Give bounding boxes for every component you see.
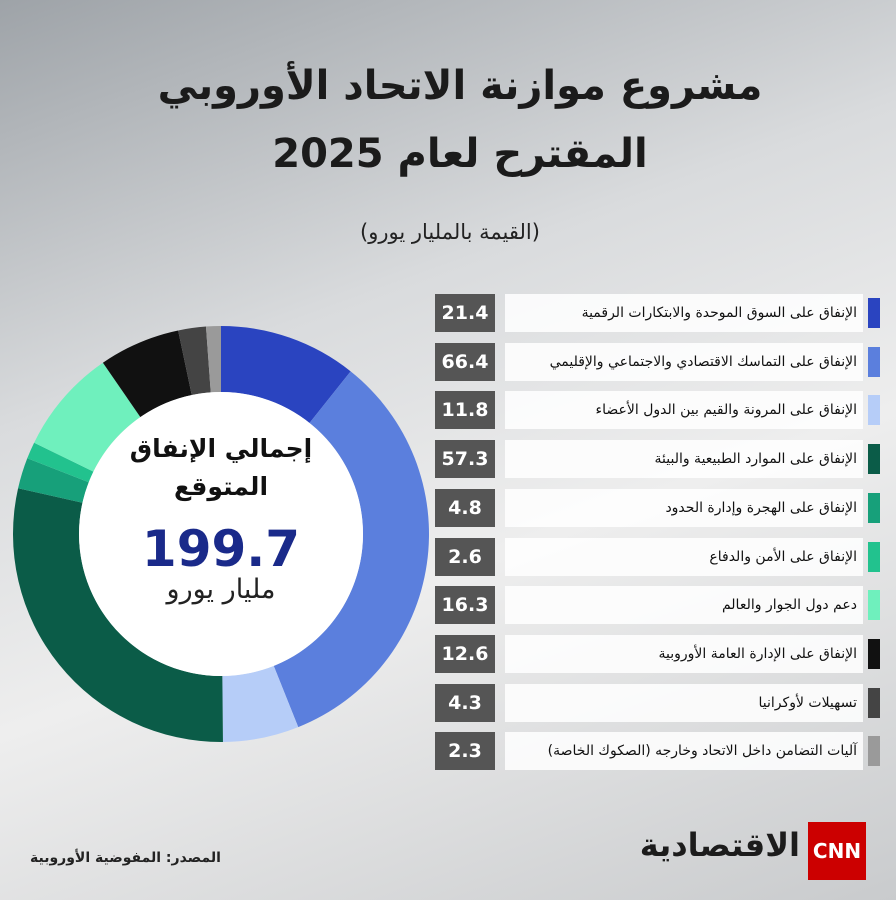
legend-swatch (868, 687, 880, 718)
value-label: 21.4 (435, 294, 495, 332)
category-label: دعم دول الجوار والعالم (505, 586, 863, 625)
legend-swatch (868, 541, 880, 572)
donut-segment (205, 326, 221, 393)
source: المصدر: المفوضية الأوروبية (30, 850, 221, 866)
legend-swatch (868, 492, 880, 523)
value-label: 12.6 (435, 634, 495, 673)
value-label: 57.3 (435, 440, 495, 479)
legend-row: 2.3 آليات التضامن داخل الاتحاد وخارجه (ال… (435, 732, 881, 771)
legend-row: 4.3 تسهيلات لأوكرانيا (435, 683, 881, 722)
legend-row: 2.6 الإنفاق على الأمن والدفاع (435, 537, 881, 576)
donut-segment (34, 362, 141, 472)
value-label: 66.4 (435, 342, 495, 381)
category-label: الإنفاق على الإدارة العامة الأوروبية (505, 634, 863, 673)
legend-swatch (868, 444, 880, 475)
legend-row: 12.6 الإنفاق على الإدارة العامة الأوروبية (435, 634, 881, 673)
value-label: 2.3 (435, 732, 495, 771)
total-unit: مليار يورو (166, 574, 276, 605)
category-label: الإنفاق على التماسك الاقتصادي والاجتماعي… (505, 342, 863, 381)
legend-row: 57.3 الإنفاق على الموارد الطبيعية والبيئة (435, 440, 881, 479)
category-label: الإنفاق على الموارد الطبيعية والبيئة (505, 440, 863, 479)
legend-swatch (868, 638, 880, 669)
legend-row: 4.8 الإنفاق على الهجرة وإدارة الحدود (435, 488, 881, 527)
category-label: الإنفاق على السوق الموحدة والابتكارات ال… (505, 294, 863, 332)
legend-row: 16.3 دعم دول الجوار والعالم (435, 586, 881, 625)
brand-network: CNN (808, 822, 866, 880)
legend-row: 21.4 الإنفاق على السوق الموحدة والابتكارا… (435, 294, 881, 332)
value-label: 4.8 (435, 488, 495, 527)
category-label: الإنفاق على الأمن والدفاع (505, 537, 863, 576)
donut-segment (12, 488, 223, 742)
legend-row: 11.8 الإنفاق على المرونة والقيم بين الدول… (435, 391, 881, 430)
title: مشروع موازنة الاتحاد الأوروبي المقترح لع… (157, 63, 763, 177)
donut-segment (102, 330, 192, 418)
donut-segment (27, 442, 94, 483)
legend-swatch (868, 590, 880, 621)
donut-segment (18, 458, 89, 503)
value-label: 11.8 (435, 391, 495, 430)
category-label: الإنفاق على الهجرة وإدارة الحدود (505, 488, 863, 527)
donut-segment (273, 371, 430, 728)
legend-swatch (868, 395, 880, 426)
donut-segment (221, 326, 351, 423)
center-label: إجمالي الإنفاق المتوقع (129, 434, 313, 501)
brand-name: الاقتصادية (639, 826, 800, 864)
category-label: آليات التضامن داخل الاتحاد وخارجه (الصكو… (505, 732, 863, 771)
donut-hole (79, 392, 363, 676)
legend-row: 66.4 الإنفاق على التماسك الاقتصادي والاجت… (435, 342, 881, 381)
value-label: 2.6 (435, 537, 495, 576)
total-value: 199.7 (141, 520, 301, 578)
value-label: 16.3 (435, 586, 495, 625)
donut-segment (222, 665, 299, 742)
category-label: تسهيلات لأوكرانيا (505, 683, 863, 722)
category-label: الإنفاق على المرونة والقيم بين الدول الأ… (505, 391, 863, 430)
subtitle: (القيمة بالمليار يورو) (360, 220, 540, 244)
legend-swatch (868, 736, 880, 767)
donut-segment (178, 326, 211, 396)
donut-center: إجمالي الإنفاق المتوقع 199.7 مليار يورو (121, 430, 321, 605)
legend-swatch (868, 346, 880, 377)
value-label: 4.3 (435, 683, 495, 722)
legend-swatch (868, 298, 880, 328)
